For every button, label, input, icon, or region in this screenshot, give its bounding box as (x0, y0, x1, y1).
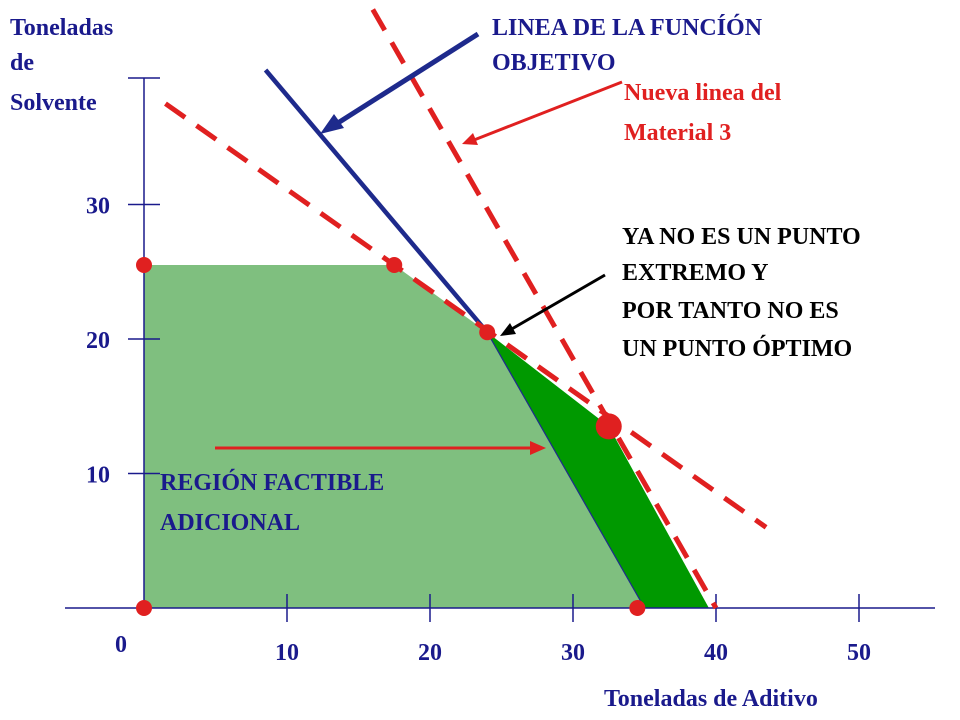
objective-annotation-1: LINEA DE LA FUNCÍÓN (492, 14, 763, 41)
not-extreme-annotation-2: EXTREMO Y (622, 260, 768, 286)
additional-feasible-region (487, 332, 709, 608)
axes (65, 78, 935, 609)
new-line-arrowhead (462, 133, 478, 145)
not-extreme-annotation-4: UN PUNTO ÓPTIMO (622, 335, 852, 362)
origin-label: 0 (115, 632, 127, 658)
annotation-arrows (215, 31, 623, 455)
vertex-point (629, 600, 646, 616)
region-annotation-2: ADICIONAL (160, 510, 300, 536)
not-extreme-annotation-3: POR TANTO NO ES (622, 298, 839, 324)
vertex-point (136, 600, 152, 616)
texts: Toneladas de Solvente 0 Toneladas de Adi… (10, 14, 861, 712)
y-tick-label: 30 (86, 194, 110, 220)
not-extreme-arrowhead (500, 323, 516, 336)
vertex-point (386, 257, 403, 274)
optimal-point (595, 413, 622, 440)
y-axis-label-2: de (10, 50, 34, 76)
vertex-point (479, 324, 496, 341)
y-tick-label: 10 (86, 463, 110, 489)
objective-arrow (328, 31, 480, 131)
original-constraint-edge (486, 331, 646, 609)
x-tick-label: 10 (275, 640, 299, 666)
ticks: 10 20 30 40 50 10 20 30 (86, 77, 871, 666)
y-tick-label: 20 (86, 328, 110, 354)
y-axis-label-3: Solvente (10, 90, 97, 116)
x-tick-label: 50 (847, 640, 871, 666)
constraint-line (164, 101, 768, 530)
vertex-point (136, 257, 152, 274)
x-tick-label: 40 (704, 640, 728, 666)
x-tick-label: 30 (561, 640, 585, 666)
y-axis-label-1: Toneladas (10, 15, 113, 41)
new-line-arrow (473, 80, 623, 142)
x-tick-label: 20 (418, 640, 442, 666)
new-line-annotation-2: Material 3 (624, 120, 731, 146)
points (136, 257, 646, 616)
x-axis-label: Toneladas de Aditivo (604, 686, 818, 712)
feasible-region (144, 265, 645, 608)
region-annotation-1: REGIÓN FACTIBLE (160, 469, 384, 496)
objective-line (263, 68, 489, 334)
region-arrowhead (530, 441, 546, 455)
regions (144, 265, 709, 609)
new-line-annotation-1: Nueva linea del (624, 80, 782, 106)
not-extreme-arrow (509, 273, 606, 332)
objective-annotation-2: OBJETIVO (492, 50, 616, 76)
not-extreme-annotation-1: YA NO ES UN PUNTO (622, 224, 861, 250)
objective-arrowhead (320, 114, 344, 134)
